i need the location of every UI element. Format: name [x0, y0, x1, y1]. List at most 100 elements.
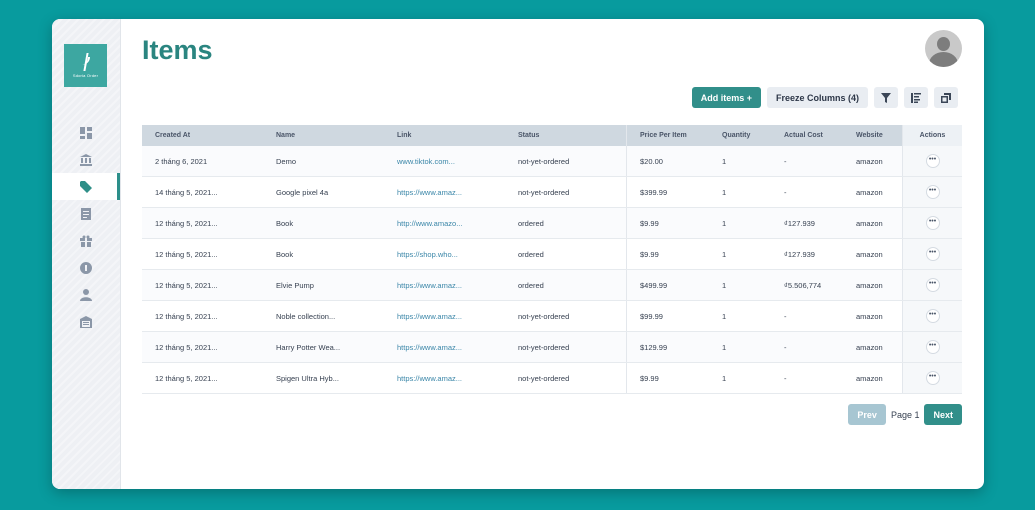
more-actions-button[interactable]: •••	[925, 278, 940, 292]
page-indicator: Page 1	[890, 409, 920, 420]
cell-link[interactable]: https://www.amaz...	[384, 362, 505, 394]
cell-created-at: 12 tháng 5, 2021...	[142, 362, 263, 394]
more-actions-button[interactable]: •••	[925, 340, 940, 354]
avatar-body-icon	[929, 52, 958, 67]
cell-website: amazon	[843, 362, 903, 394]
table-row[interactable]: 12 tháng 5, 2021... Elvie Pump https://w…	[142, 269, 962, 301]
cell-status: not-yet-ordered	[505, 331, 627, 363]
sidebar-item-users[interactable]	[52, 281, 120, 308]
column-header-actions: Actions	[902, 125, 962, 146]
cell-link[interactable]: http://www.amazo...	[384, 207, 505, 239]
prev-page-button[interactable]: Prev	[848, 404, 886, 425]
filter-icon	[881, 92, 891, 103]
cell-actual-cost: -	[771, 331, 843, 363]
cell-name: Elvie Pump	[263, 269, 384, 301]
logo-mark-icon	[79, 53, 93, 71]
cell-status: not-yet-ordered	[505, 146, 627, 177]
sidebar-item-items[interactable]	[52, 173, 120, 200]
cell-link[interactable]: https://www.amaz...	[384, 269, 505, 301]
cell-quantity: 1	[709, 176, 771, 208]
avatar[interactable]	[925, 30, 962, 67]
cell-website: amazon	[843, 331, 903, 363]
cell-price: $499.99	[626, 269, 709, 301]
add-items-button[interactable]: Add items +	[691, 87, 761, 108]
column-header-status[interactable]: Status	[505, 125, 627, 146]
user-icon	[80, 288, 92, 301]
more-actions-button[interactable]: •••	[925, 371, 940, 385]
table-row[interactable]: 14 tháng 5, 2021... Google pixel 4a http…	[142, 176, 962, 208]
cell-quantity: 1	[709, 146, 771, 177]
cell-created-at: 12 tháng 5, 2021...	[142, 238, 263, 270]
cell-status: not-yet-ordered	[505, 300, 627, 332]
column-header-website[interactable]: Website	[843, 125, 903, 146]
sidebar: Sdoria Order	[52, 19, 121, 489]
sidebar-item-payments[interactable]	[52, 254, 120, 281]
cell-actual-cost: ₫127.939	[771, 207, 843, 239]
cell-created-at: 12 tháng 5, 2021...	[142, 207, 263, 239]
cell-price: $9.99	[626, 238, 709, 270]
sort-button[interactable]	[904, 87, 928, 108]
cell-actual-cost: -	[771, 300, 843, 332]
copy-button[interactable]	[934, 87, 958, 108]
cell-created-at: 12 tháng 5, 2021...	[142, 300, 263, 332]
table-row[interactable]: 12 tháng 5, 2021... Spigen Ultra Hyb... …	[142, 362, 962, 394]
cell-price: $129.99	[626, 331, 709, 363]
cell-price: $9.99	[626, 362, 709, 394]
app-window: Sdoria Order	[52, 19, 984, 489]
column-header-price-per-item[interactable]: Price Per Item	[626, 125, 709, 146]
bank-icon	[80, 153, 92, 166]
column-header-name[interactable]: Name	[263, 125, 384, 146]
sidebar-nav	[52, 119, 120, 335]
cell-price: $99.99	[626, 300, 709, 332]
sidebar-item-documents[interactable]	[52, 200, 120, 227]
toolbar: Add items + Freeze Columns (4)	[691, 87, 958, 108]
sidebar-item-bank[interactable]	[52, 146, 120, 173]
sidebar-item-warehouse[interactable]	[52, 308, 120, 335]
sidebar-item-gifts[interactable]	[52, 227, 120, 254]
cell-name: Harry Potter Wea...	[263, 331, 384, 363]
dashboard-icon	[80, 126, 92, 139]
cell-link[interactable]: www.tiktok.com...	[384, 146, 505, 177]
table-row[interactable]: 12 tháng 5, 2021... Book http://www.amaz…	[142, 207, 962, 239]
cell-link[interactable]: https://shop.who...	[384, 238, 505, 270]
more-actions-button[interactable]: •••	[925, 247, 940, 261]
cell-created-at: 12 tháng 5, 2021...	[142, 331, 263, 363]
avatar-head-icon	[937, 37, 950, 51]
freeze-columns-button[interactable]: Freeze Columns (4)	[766, 87, 868, 108]
table-row[interactable]: 2 tháng 6, 2021 Demo www.tiktok.com... n…	[142, 146, 962, 177]
warehouse-icon	[80, 315, 92, 328]
cell-name: Book	[263, 238, 384, 270]
cell-website: amazon	[843, 300, 903, 332]
table-row[interactable]: 12 tháng 5, 2021... Noble collection... …	[142, 300, 962, 332]
cell-quantity: 1	[709, 362, 771, 394]
logo[interactable]: Sdoria Order	[64, 44, 107, 87]
cell-link[interactable]: https://www.amaz...	[384, 331, 505, 363]
cell-status: ordered	[505, 207, 627, 239]
cell-created-at: 2 tháng 6, 2021	[142, 146, 263, 177]
column-header-quantity[interactable]: Quantity	[709, 125, 771, 146]
column-header-created-at[interactable]: Created At	[142, 125, 263, 146]
cell-link[interactable]: https://www.amaz...	[384, 300, 505, 332]
more-actions-button[interactable]: •••	[925, 154, 940, 168]
filter-button[interactable]	[874, 87, 898, 108]
column-header-link[interactable]: Link	[384, 125, 505, 146]
cell-actual-cost: -	[771, 146, 843, 177]
column-header-actual-cost[interactable]: Actual Cost	[771, 125, 843, 146]
cell-price: $9.99	[626, 207, 709, 239]
document-icon	[81, 207, 91, 220]
cell-name: Google pixel 4a	[263, 176, 384, 208]
more-actions-button[interactable]: •••	[925, 309, 940, 323]
table-row[interactable]: 12 tháng 5, 2021... Book https://shop.wh…	[142, 238, 962, 270]
cell-name: Noble collection...	[263, 300, 384, 332]
cell-created-at: 12 tháng 5, 2021...	[142, 269, 263, 301]
more-actions-button[interactable]: •••	[925, 216, 940, 230]
cell-link[interactable]: https://www.amaz...	[384, 176, 505, 208]
cell-created-at: 14 tháng 5, 2021...	[142, 176, 263, 208]
cell-actions: •••	[902, 331, 962, 363]
next-page-button[interactable]: Next	[924, 404, 962, 425]
sidebar-item-dashboard[interactable]	[52, 119, 120, 146]
more-actions-button[interactable]: •••	[925, 185, 940, 199]
gift-icon	[80, 235, 92, 247]
cell-website: amazon	[843, 269, 903, 301]
table-row[interactable]: 12 tháng 5, 2021... Harry Potter Wea... …	[142, 331, 962, 363]
